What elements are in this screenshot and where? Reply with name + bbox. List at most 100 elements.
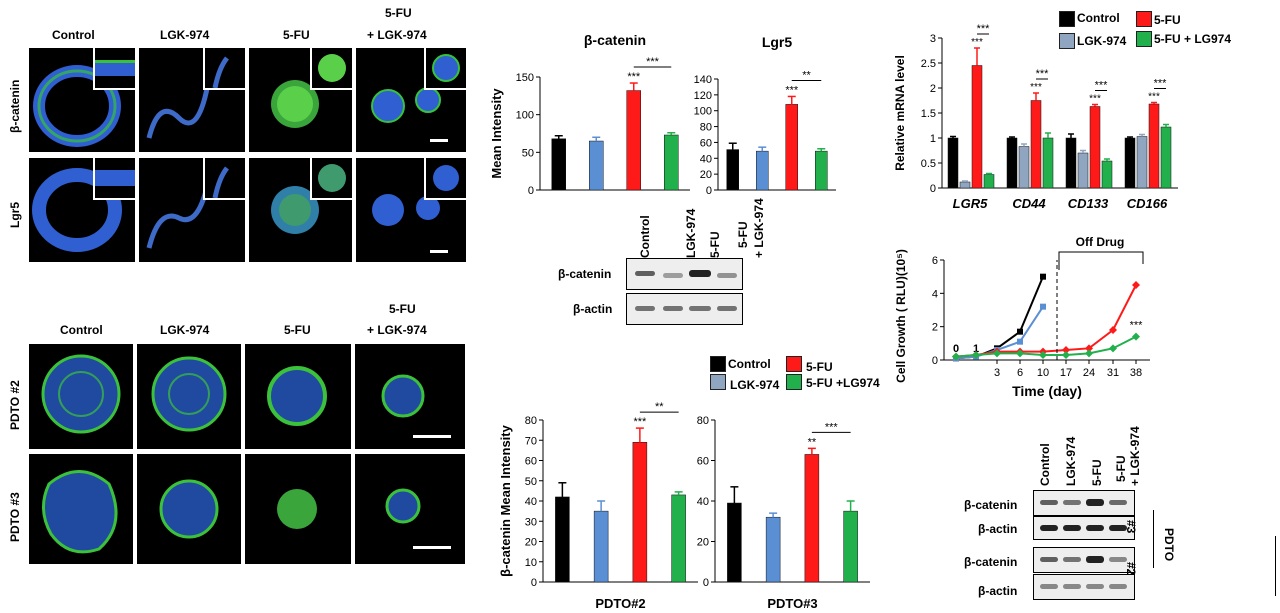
significance-label: *** xyxy=(825,421,839,433)
col-label-plus-lgk974: + LGK-974 xyxy=(367,323,427,337)
significance-label: *** xyxy=(977,23,991,35)
data-point xyxy=(1040,273,1046,280)
bar xyxy=(815,150,828,191)
bar xyxy=(555,496,570,583)
blot-row-bcatenin: β-catenin xyxy=(558,267,612,281)
col-label-control: Control xyxy=(60,323,103,337)
data-point xyxy=(1062,346,1070,354)
y-tick-label: 2 xyxy=(930,83,936,95)
bar xyxy=(971,65,983,189)
scale-bar xyxy=(413,435,451,438)
y-tick-label: 70 xyxy=(525,435,537,447)
category-label: CD133 xyxy=(1068,196,1109,211)
significance-label: *** xyxy=(1148,92,1160,103)
inset-zoom xyxy=(310,48,352,90)
data-point xyxy=(1039,351,1047,359)
bar xyxy=(626,90,641,191)
x-tick-label: 31 xyxy=(1107,367,1119,379)
micrograph-pdto2-lgk xyxy=(137,344,241,449)
y-tick-label: 30 xyxy=(525,516,537,528)
off-drug-label: Off Drug xyxy=(1076,235,1125,249)
significance-label: *** xyxy=(633,416,647,428)
lane-label-5fu-combo: 5-FU xyxy=(736,221,750,248)
data-point xyxy=(1062,351,1070,359)
data-point xyxy=(993,349,1001,358)
lane-label-lgk: LGK-974 xyxy=(684,208,698,258)
lane-label-control: Control xyxy=(1038,443,1052,486)
y-tick-label: 20 xyxy=(700,169,712,181)
day-label-zero: 0 xyxy=(953,343,959,355)
scale-bar xyxy=(430,139,448,142)
y-tick-label: 120 xyxy=(694,90,712,102)
y-tick-label: 0 xyxy=(531,577,537,589)
y-axis-label: β-catenin Mean Intensity xyxy=(498,424,513,576)
bar xyxy=(593,510,609,583)
col-label-plus-lgk974: + LGK-974 xyxy=(367,28,427,42)
data-point xyxy=(1109,344,1117,353)
bar xyxy=(804,454,820,583)
y-tick-label: 0 xyxy=(706,185,712,197)
legend-label-5fu: 5-FU xyxy=(806,360,833,374)
bar xyxy=(947,137,959,189)
blot-image-bactin-2 xyxy=(1033,574,1135,600)
scale-bar xyxy=(413,546,451,549)
micrograph-control-lgr5 xyxy=(29,158,135,262)
significance-label: *** xyxy=(646,56,660,68)
data-point xyxy=(1109,326,1117,334)
col-label-control: Control xyxy=(52,28,95,42)
lane-label-plus-lgk: + LGK-974 xyxy=(752,198,766,258)
y-tick-label: 100 xyxy=(516,110,534,122)
col-label-5fu: 5-FU xyxy=(284,323,311,337)
data-point xyxy=(972,351,980,359)
category-label: CD44 xyxy=(1012,196,1046,211)
significance-label: ** xyxy=(808,436,817,448)
y-tick-label: 2.5 xyxy=(921,58,936,70)
micrograph-pdto2-5fu xyxy=(245,344,351,449)
bar xyxy=(727,502,742,583)
micrograph-control-bcat xyxy=(29,48,135,152)
y-tick-label: 20 xyxy=(525,537,537,549)
bar xyxy=(1018,146,1030,189)
inset-zoom xyxy=(203,48,245,90)
legend-swatch-control xyxy=(1059,11,1075,27)
x-tick-label: 3 xyxy=(994,367,1000,379)
y-tick-label: 1 xyxy=(930,133,936,145)
x-axis-label: Time (day) xyxy=(1012,383,1082,399)
blot-row-bactin-3: β-actin xyxy=(978,522,1018,536)
legend-label-lgk: LGK-974 xyxy=(1077,34,1127,48)
col-label-5fu-combo: 5-FU xyxy=(385,6,412,20)
bar xyxy=(1148,103,1160,189)
data-point xyxy=(1017,328,1023,335)
micrograph-pdto3-lgk xyxy=(137,454,241,564)
y-tick-label: 80 xyxy=(525,415,537,427)
side-label-pdto: PDTO xyxy=(1162,528,1176,562)
bar xyxy=(756,150,769,191)
blot-image-bcatenin xyxy=(626,258,743,290)
legend-label-lgk: LGK-974 xyxy=(730,378,780,392)
micrograph-pdto2-control xyxy=(29,344,133,449)
bar xyxy=(1006,137,1018,189)
category-label: CD166 xyxy=(1127,196,1168,211)
bar xyxy=(1042,137,1054,189)
bar xyxy=(1030,100,1042,189)
significance-label: ** xyxy=(655,401,664,413)
y-tick-label: 60 xyxy=(700,137,712,149)
side-label-3: #3 xyxy=(1124,520,1138,534)
chart-title: Lgr5 xyxy=(762,34,793,50)
col-label-lgk974: LGK-974 xyxy=(160,323,210,337)
y-tick-label: 0 xyxy=(930,183,936,195)
y-tick-label: 40 xyxy=(700,153,712,165)
x-tick-label: 24 xyxy=(1083,367,1095,379)
y-tick-label: 6 xyxy=(932,255,938,267)
y-tick-label: 1.5 xyxy=(921,108,936,120)
y-tick-label: 60 xyxy=(525,456,537,468)
lane-label-5fu-combo: 5-FU xyxy=(1114,455,1128,482)
inset-zoom xyxy=(93,48,135,90)
significance-label: *** xyxy=(785,84,799,96)
pdto-bracket xyxy=(1153,510,1154,568)
scale-bar xyxy=(430,250,448,253)
bar xyxy=(726,149,739,191)
bar xyxy=(551,138,566,191)
data-point xyxy=(1085,349,1093,358)
y-tick-label: 140 xyxy=(694,74,712,86)
